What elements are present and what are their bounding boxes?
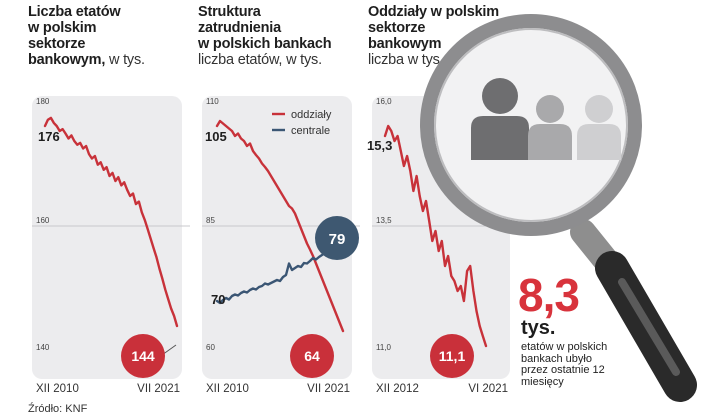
chart2-x-tick-end: VII 2021	[307, 383, 350, 395]
chart3-y-tick: 16,0	[376, 97, 392, 106]
chart2-y-tick: 60	[206, 343, 215, 352]
person-icon-mid-body	[528, 124, 572, 160]
chart3-y-tick: 11,0	[376, 343, 392, 352]
chart1-x-tick-start: XII 2010	[36, 383, 79, 395]
person-icon-dark-body	[471, 116, 529, 160]
magnifier-rim	[420, 14, 642, 236]
chart2-title-line: zatrudnienia	[198, 20, 281, 36]
source-note: Źródło: KNF	[28, 403, 88, 415]
chart2-end-label-centrale: 79	[329, 231, 346, 248]
chart1-end-badge	[121, 334, 165, 378]
chart3-subtitle: liczba w tys.	[368, 52, 444, 68]
magnifier-rim-inner	[434, 28, 628, 222]
chart3-title-line: sektorze	[368, 20, 426, 36]
chart2-end-label-oddzialy: 64	[304, 348, 320, 364]
highlight-note: etatów w polskich bankach ubyło przez os…	[521, 341, 608, 388]
chart3-title-line: Oddziały w polskim	[368, 4, 499, 20]
person-icon-light-head	[585, 95, 613, 123]
chart2-y-tick: 110	[206, 97, 219, 106]
chart3-end-badge	[430, 334, 474, 378]
chart3-start-label: 15,3	[367, 138, 392, 153]
chart1-title-line: Liczba etatów	[28, 4, 121, 20]
chart2-series-oddziały-line	[215, 119, 345, 333]
chart2-title-line: Struktura	[198, 4, 261, 20]
chart3-x-tick-end: VI 2021	[468, 383, 508, 395]
chart2-subtitle: liczba etatów, w tys.	[198, 52, 322, 68]
chart1-panel	[32, 96, 182, 379]
legend-centrale-label: centrale	[291, 125, 330, 137]
highlight-value: 8,3	[518, 269, 580, 321]
chart2-title: Struktura zatrudnienia w polskich bankac…	[198, 4, 332, 68]
chart1-y-tick: 140	[36, 343, 50, 352]
legend-oddzialy-label: oddziały	[291, 109, 332, 121]
magnifier-handle	[570, 219, 697, 402]
chart2-title-line: w polskich bankach	[198, 36, 332, 52]
chart2-panel	[202, 96, 352, 379]
person-icon-light-body	[577, 124, 621, 160]
highlight-unit: tys.	[521, 317, 556, 339]
chart2-start-label-centrale: 70	[211, 292, 225, 307]
chart1-title-line: sektorze	[28, 36, 86, 52]
chart1-series-etaty-line	[43, 116, 179, 328]
chart3-series-oddziały-line	[383, 124, 488, 348]
chart3-y-tick: 13,5	[376, 216, 392, 225]
chart1-title-line: w polskim	[28, 20, 97, 36]
magnifier-lens	[427, 21, 635, 229]
chart3-title-line: bankowym	[368, 36, 442, 52]
chart1-y-tick: 180	[36, 97, 50, 106]
chart3-end-label: 11,1	[439, 348, 466, 364]
chart1-title-unit: w tys.	[105, 52, 145, 68]
chart3-title: Oddziały w polskim sektorze bankowym lic…	[368, 4, 499, 68]
chart1-title: Liczba etatów w polskim sektorze bankowy…	[28, 4, 145, 68]
chart1-y-tick: 160	[36, 216, 50, 225]
chart2-x-tick-start: XII 2010	[206, 383, 249, 395]
chart2-end-badge-centrale	[315, 216, 359, 260]
person-icon-mid-head	[536, 95, 564, 123]
chart1-start-label: 176	[38, 129, 60, 144]
person-icon-dark-head	[482, 78, 518, 114]
chart2-series-centrale-line	[215, 251, 345, 305]
chart1-title-bold: bankowym,	[28, 52, 106, 68]
chart1-end-label: 144	[131, 348, 155, 364]
chart1-x-tick-end: VII 2021	[137, 383, 180, 395]
chart2-start-label-oddzialy: 105	[205, 129, 227, 144]
chart3-x-tick-start: XII 2012	[376, 383, 419, 395]
chart2-y-tick: 85	[206, 216, 215, 225]
chart2-end-badge-oddzialy	[290, 334, 334, 378]
